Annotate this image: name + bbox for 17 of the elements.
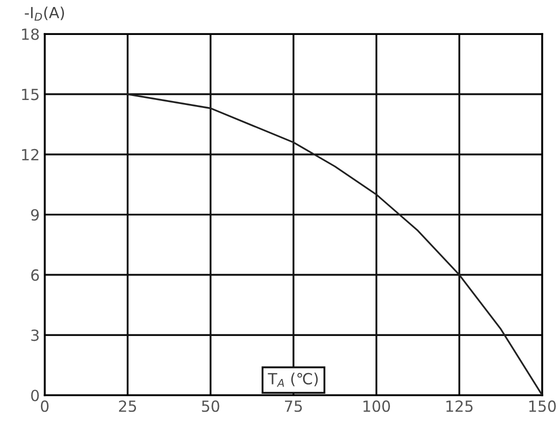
x-tick-label: 75 xyxy=(285,400,302,412)
x-tick-label: 50 xyxy=(202,400,220,412)
y-tick-label: 0 xyxy=(31,390,39,402)
y-tick-label: 9 xyxy=(31,209,39,221)
y-tick-label: 3 xyxy=(31,330,39,342)
line-series xyxy=(126,93,542,396)
y-tick-label: 12 xyxy=(22,148,38,160)
y-tick-label: 15 xyxy=(22,88,39,100)
y-tick-label: 18 xyxy=(22,28,39,40)
y-tick-label: 6 xyxy=(31,269,39,281)
x-tick-label: 0 xyxy=(40,400,49,412)
x-tick-label: 150 xyxy=(529,400,556,412)
x-tick-label: 25 xyxy=(119,400,136,412)
y-axis-title: -I$_{D}$(A) xyxy=(24,6,64,21)
x-tick-label: 125 xyxy=(446,400,473,412)
x-tick-label: 100 xyxy=(363,400,390,412)
x-axis-title: T$_{A}$ (℃) xyxy=(268,372,318,387)
